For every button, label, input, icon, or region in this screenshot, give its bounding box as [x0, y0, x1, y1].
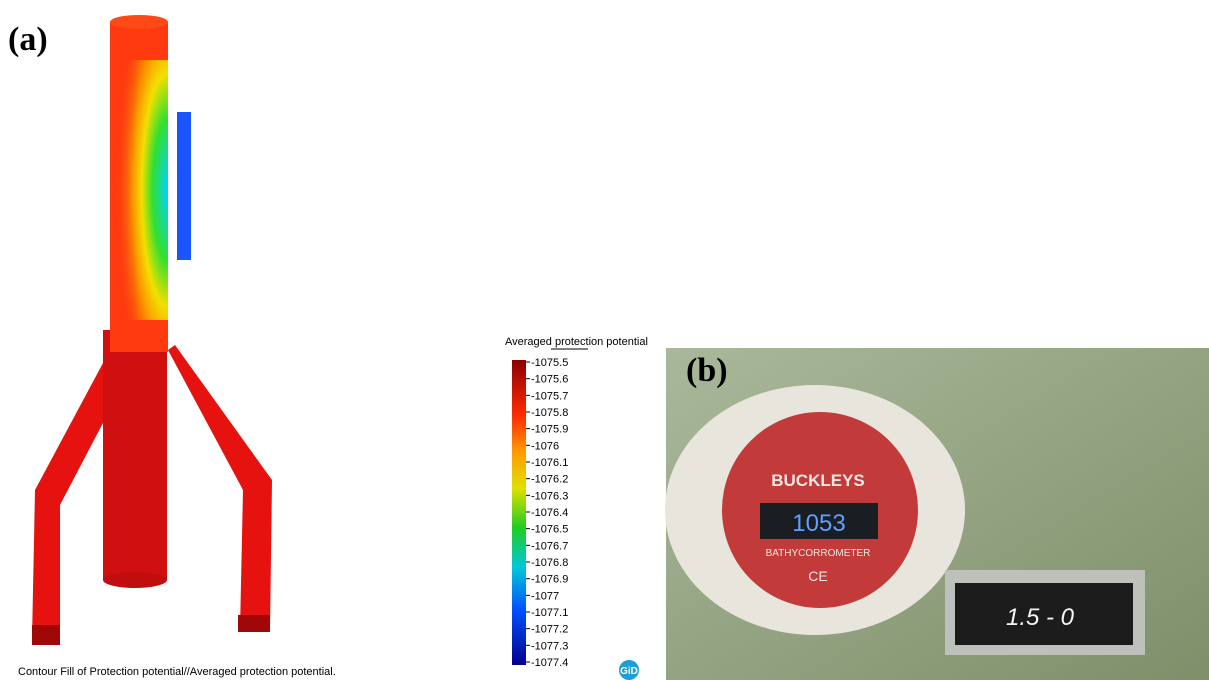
structure [32, 15, 272, 645]
colorbar-tick-label: -1075.5 [531, 357, 568, 369]
logo: GiD [620, 666, 638, 677]
colorbar-tick-label: -1077.2 [531, 624, 568, 636]
colorbar-tick-label: -1076.1 [531, 457, 568, 469]
colorbar-tick-label: -1075.9 [531, 424, 568, 436]
colorbar-tick-label: -1076 [531, 440, 559, 452]
colorbar-title: Averaged protection potential [505, 336, 648, 348]
colorbar-tick-label: -1076.7 [531, 540, 568, 552]
colorbar [512, 360, 526, 665]
colorbar-tick-label: -1076.9 [531, 574, 568, 586]
logo-badge [619, 660, 639, 680]
panel-label: (b) [686, 352, 728, 389]
colorbar-tick-label: -1077.3 [531, 640, 568, 652]
tag: 1.5 - 0 [1006, 604, 1075, 631]
colorbar-tick-label: -1076.3 [531, 490, 568, 502]
panel-label: (a) [8, 21, 48, 58]
colorbar-tick-label: -1075.7 [531, 390, 568, 402]
model: BATHYCORROMETER [766, 548, 871, 559]
colorbar-tick-label: -1076.5 [531, 524, 568, 536]
colorbar-tick-label: -1077.4 [531, 657, 568, 669]
colorbar-tick-label: -1076.2 [531, 474, 568, 486]
photo [665, 348, 1209, 680]
brand: BUCKLEYS [771, 471, 865, 490]
mark: CE [808, 568, 827, 584]
colorbar-tick-label: -1077.1 [531, 607, 568, 619]
colorbar-tick-label: -1077 [531, 590, 559, 602]
colorbar-tick-label: -1075.6 [531, 374, 568, 386]
reading: 1053 [792, 510, 845, 537]
colorbar-tick-label: -1076.8 [531, 557, 568, 569]
colorbar-tick-label: -1075.8 [531, 407, 568, 419]
caption: Contour Fill of Protection potential//Av… [18, 666, 336, 678]
colorbar-tick-label: -1076.4 [531, 507, 568, 519]
